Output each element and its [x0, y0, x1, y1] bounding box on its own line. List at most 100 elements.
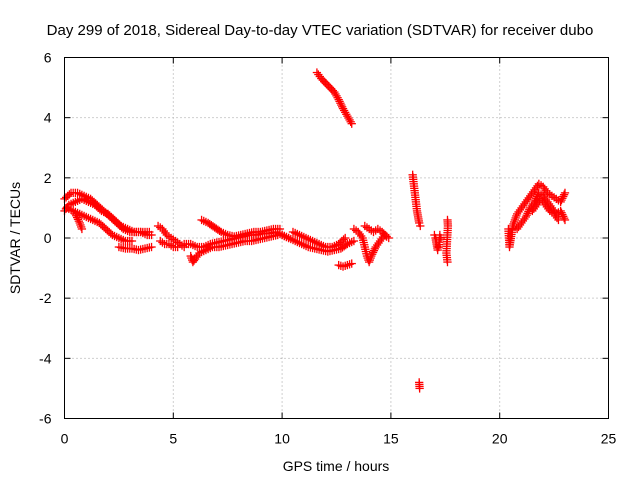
- data-point-interpolated: [295, 238, 304, 248]
- x-tick-label: 10: [274, 431, 290, 447]
- data-point: [341, 233, 350, 243]
- x-tick-label: 25: [601, 431, 617, 447]
- data-point-interpolated: [119, 235, 128, 245]
- data-point-interpolated: [379, 229, 388, 238]
- data-point-interpolated: [97, 205, 107, 214]
- data-point-interpolated: [145, 243, 154, 252]
- data-point-interpolated: [65, 190, 74, 199]
- data-point-interpolated: [89, 197, 99, 207]
- plot-frame: [64, 57, 609, 419]
- data-point-interpolated: [221, 229, 230, 239]
- data-point-interpolated: [219, 241, 228, 251]
- data-point-interpolated: [443, 255, 452, 264]
- data-point-interpolated: [433, 243, 442, 253]
- data-point-interpolated: [357, 231, 366, 241]
- data-point-interpolated: [100, 223, 109, 232]
- data-point-interpolated: [318, 75, 327, 85]
- data-point-interpolated: [508, 223, 517, 233]
- data-point-interpolated: [282, 232, 291, 242]
- data-point-interpolated: [225, 240, 235, 249]
- data-point-interpolated: [415, 382, 424, 391]
- data-point-interpolated: [271, 231, 280, 240]
- data-point-interpolated: [138, 244, 147, 254]
- data-point: [416, 221, 425, 231]
- data-point-interpolated: [552, 213, 562, 223]
- data-point-interpolated: [61, 193, 71, 202]
- data-point-interpolated: [547, 208, 557, 217]
- data-point-interpolated: [102, 209, 112, 219]
- data-point-interpolated: [301, 241, 311, 251]
- data-point-interpolated: [207, 221, 216, 230]
- data-point-interpolated: [199, 246, 208, 256]
- data-point-interpolated: [413, 210, 422, 220]
- data-point-interpolated: [77, 190, 87, 200]
- data-point-interpolated: [114, 220, 123, 229]
- data-point-interpolated: [339, 235, 348, 244]
- data-point-interpolated: [308, 243, 317, 253]
- data-point-interpolated: [86, 214, 95, 224]
- data-point-interpolated: [545, 190, 554, 199]
- data-point-interpolated: [541, 186, 551, 196]
- data-point-interpolated: [107, 214, 116, 223]
- y-tick-label: 0: [44, 230, 52, 246]
- data-point: [99, 206, 108, 216]
- data-point-interpolated: [232, 238, 241, 248]
- data-point-interpolated: [77, 222, 86, 232]
- data-point-interpolated: [164, 232, 174, 241]
- data-point-interpolated: [341, 261, 350, 270]
- data-point-interpolated: [98, 221, 107, 231]
- data-point-interpolated: [251, 235, 261, 245]
- data-point-interpolated: [103, 226, 112, 235]
- data-point: [92, 200, 102, 210]
- data-point-interpolated: [184, 239, 193, 249]
- data-point-interpolated: [544, 204, 553, 214]
- data-point-interpolated: [206, 243, 215, 253]
- data-point-interpolated: [559, 213, 569, 223]
- data-point-interpolated: [162, 239, 171, 249]
- data-point: [112, 218, 121, 228]
- data-point-interpolated: [115, 221, 125, 231]
- data-point-interpolated: [319, 241, 328, 251]
- y-tick-label: -4: [39, 350, 52, 366]
- data-point-interpolated: [125, 236, 134, 246]
- data-point-interpolated: [74, 217, 84, 226]
- data-point-interpolated: [101, 208, 110, 217]
- data-point-interpolated: [347, 237, 356, 247]
- data-point-interpolated: [161, 228, 170, 238]
- data-point-interpolated: [327, 84, 336, 94]
- data-point-interpolated: [169, 235, 178, 244]
- data-point-interpolated: [234, 231, 243, 240]
- data-point-interpolated: [66, 205, 76, 215]
- y-tick-label: -2: [39, 290, 52, 306]
- data-point-interpolated: [414, 216, 423, 226]
- data-point-interpolated: [156, 223, 165, 232]
- data-point-interpolated: [143, 227, 152, 237]
- data-point-interpolated: [112, 232, 121, 242]
- data-point-interpolated: [435, 233, 444, 242]
- data-point-interpolated: [240, 229, 250, 239]
- data-point-interpolated: [258, 234, 267, 243]
- data-point-interpolated: [109, 215, 118, 225]
- data-point-interpolated: [336, 238, 345, 247]
- data-point-interpolated: [190, 241, 200, 251]
- data-point-interpolated: [362, 223, 372, 232]
- data-point-interpolated: [264, 232, 274, 242]
- data-point-interpolated: [337, 236, 347, 246]
- data-point-interpolated: [158, 238, 167, 247]
- data-point-interpolated: [273, 224, 282, 234]
- data-point-interpolated: [559, 190, 569, 199]
- data-point-interpolated: [536, 181, 546, 190]
- data-point: [101, 224, 110, 234]
- y-tick-label: -6: [39, 411, 52, 427]
- y-axis-label: SDTVAR / TECUs: [7, 182, 23, 294]
- data-point-interpolated: [213, 225, 223, 234]
- data-point-interpolated: [96, 203, 105, 213]
- x-tick-label: 15: [383, 431, 399, 447]
- chart-title: Day 299 of 2018, Sidereal Day-to-day VTE…: [47, 22, 594, 39]
- data-point-interpolated: [79, 211, 89, 221]
- data-point-interpolated: [366, 253, 375, 263]
- data-point-interpolated: [166, 241, 176, 250]
- data-point-interpolated: [94, 202, 103, 211]
